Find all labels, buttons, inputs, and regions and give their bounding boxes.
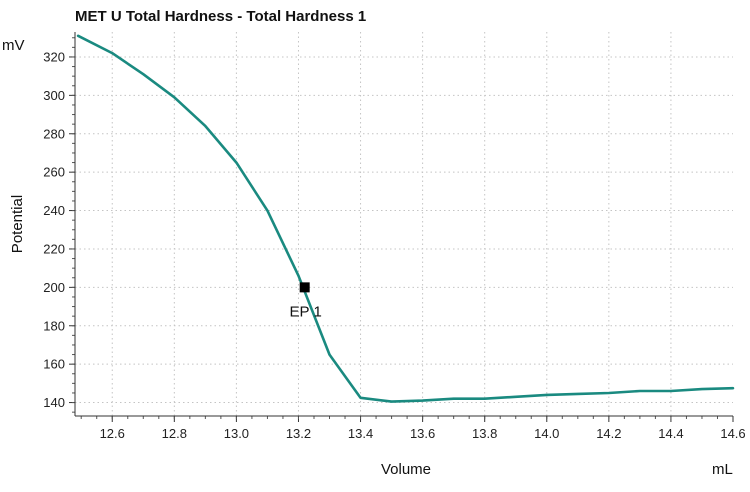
- x-tick-label: 14.6: [720, 426, 745, 441]
- axes: 12.6 12.8 13.0 13.2 13.4 13.6 13.8 14.0 14.2 14.4…: [43, 32, 746, 441]
- y-tick-label: 300: [43, 88, 65, 103]
- x-unit-label: mL: [712, 461, 733, 478]
- x-tick-label: 14.2: [596, 426, 621, 441]
- y-tick-label: 320: [43, 49, 65, 64]
- x-tick-label: 12.6: [100, 426, 125, 441]
- x-tick-label: 13.2: [286, 426, 311, 441]
- titration-curve-line: [76, 34, 735, 403]
- x-tick-label: 13.0: [224, 426, 249, 441]
- x-tick-label: 13.8: [472, 426, 497, 441]
- y-tick-label: 220: [43, 241, 65, 256]
- grid: [75, 32, 733, 416]
- y-tick-label: 200: [43, 280, 65, 295]
- chart-title: MET U Total Hardness - Total Hardness 1: [75, 8, 366, 25]
- y-tick-label: 140: [43, 395, 65, 410]
- x-tick-label: 12.8: [162, 426, 187, 441]
- y-tick-label: 160: [43, 357, 65, 372]
- x-tick-label: 14.0: [534, 426, 559, 441]
- x-axis-label: Volume: [381, 461, 431, 478]
- x-tick-label: 13.6: [410, 426, 435, 441]
- y-axis-label: Potential: [9, 195, 26, 253]
- x-tick-label: 13.4: [348, 426, 373, 441]
- series-layer: [76, 34, 735, 403]
- y-tick-label: 240: [43, 203, 65, 218]
- endpoint-marker: [299, 282, 310, 293]
- endpoint-label: EP 1: [290, 303, 322, 320]
- x-tick-label: 14.4: [658, 426, 683, 441]
- y-tick-label: 280: [43, 126, 65, 141]
- y-unit-label: mV: [2, 37, 25, 54]
- y-tick-label: 180: [43, 318, 65, 333]
- y-tick-label: 260: [43, 165, 65, 180]
- annotations-layer: EP 1: [290, 282, 322, 320]
